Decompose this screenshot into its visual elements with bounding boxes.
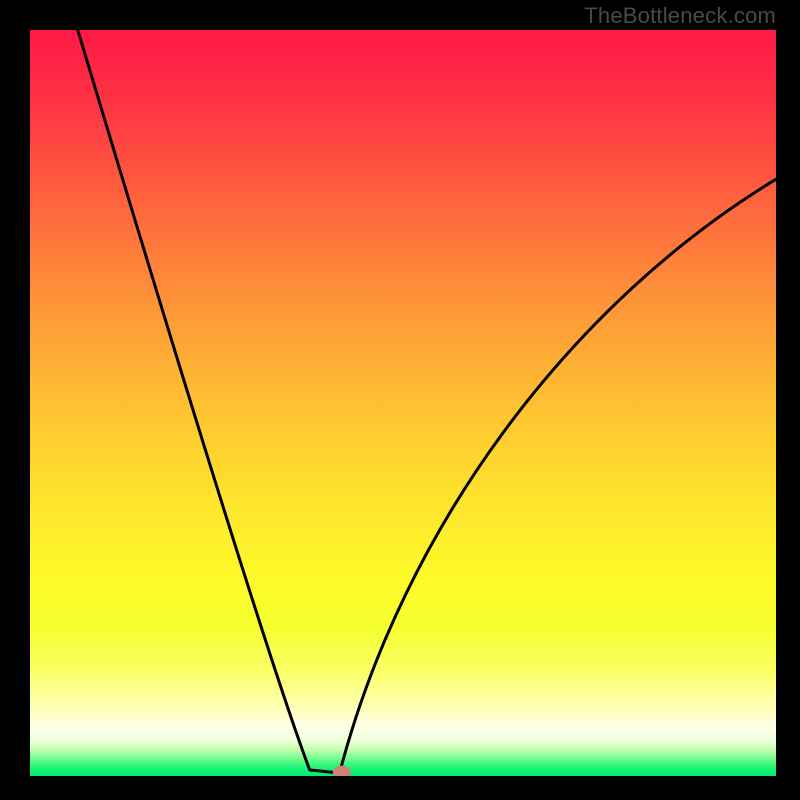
plot-area: [30, 30, 776, 776]
bottleneck-curve: [78, 30, 776, 773]
watermark-text: TheBottleneck.com: [584, 3, 776, 29]
optimal-point-marker: [333, 766, 351, 776]
chart-frame: TheBottleneck.com: [0, 0, 800, 800]
curve-layer: [30, 30, 776, 776]
